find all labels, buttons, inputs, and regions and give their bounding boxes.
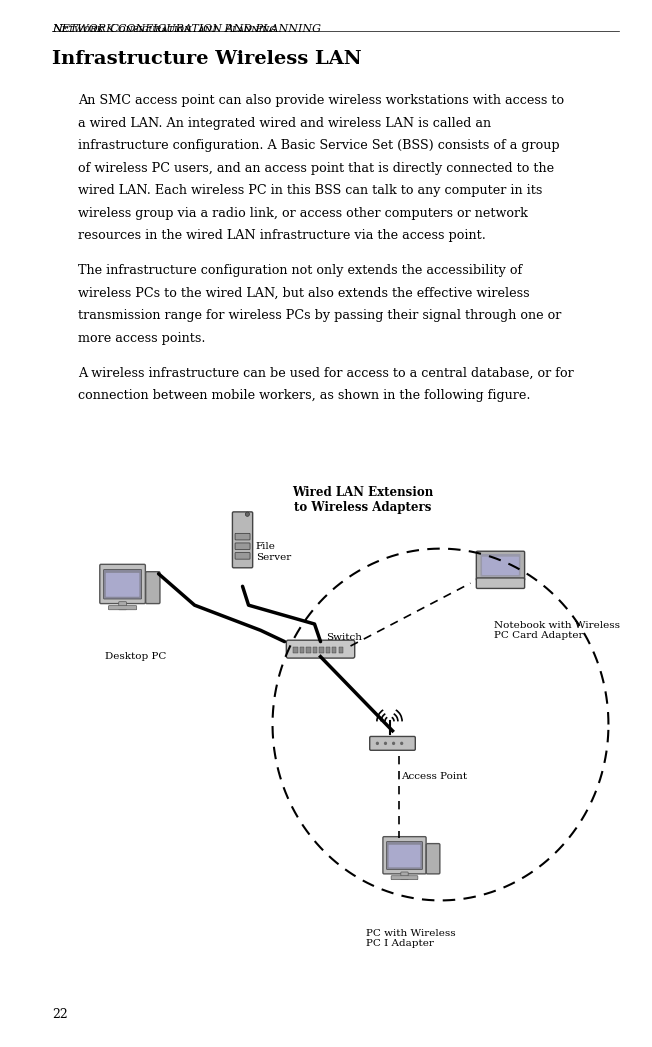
Circle shape [400, 741, 404, 745]
Text: resources in the wired LAN infrastructure via the access point.: resources in the wired LAN infrastructur… [78, 229, 486, 242]
FancyBboxPatch shape [389, 845, 421, 867]
FancyBboxPatch shape [104, 570, 141, 599]
Circle shape [245, 512, 250, 516]
Text: infrastructure configuration. A Basic Service Set (BSS) consists of a group: infrastructure configuration. A Basic Se… [78, 139, 560, 152]
Circle shape [376, 741, 379, 745]
FancyBboxPatch shape [387, 842, 422, 869]
Text: Infrastructure Wireless LAN: Infrastructure Wireless LAN [52, 50, 362, 68]
Text: wireless group via a radio link, or access other computers or network: wireless group via a radio link, or acce… [78, 206, 528, 220]
Text: a wired LAN. An integrated wired and wireless LAN is called an: a wired LAN. An integrated wired and wir… [78, 116, 492, 130]
FancyBboxPatch shape [232, 512, 253, 567]
FancyBboxPatch shape [370, 736, 415, 751]
Text: A wireless infrastructure can be used for access to a central database, or for: A wireless infrastructure can be used fo… [78, 366, 574, 380]
FancyBboxPatch shape [391, 875, 418, 879]
Text: more access points.: more access points. [78, 332, 206, 344]
FancyBboxPatch shape [338, 647, 343, 653]
FancyBboxPatch shape [293, 647, 297, 653]
Text: of wireless PC users, and an access point that is directly connected to the: of wireless PC users, and an access poin… [78, 161, 554, 175]
FancyBboxPatch shape [300, 647, 304, 653]
Text: NETWORK CONFIGURATION AND PLANNING: NETWORK CONFIGURATION AND PLANNING [52, 24, 321, 35]
FancyBboxPatch shape [306, 647, 310, 653]
FancyBboxPatch shape [325, 647, 330, 653]
FancyBboxPatch shape [100, 564, 145, 603]
FancyBboxPatch shape [401, 872, 408, 879]
FancyBboxPatch shape [119, 602, 126, 609]
Text: wired LAN. Each wireless PC in this BSS can talk to any computer in its: wired LAN. Each wireless PC in this BSS … [78, 184, 542, 197]
Circle shape [392, 741, 395, 745]
Text: Desktop PC: Desktop PC [104, 652, 166, 662]
Text: Switch: Switch [327, 633, 363, 643]
FancyBboxPatch shape [313, 647, 317, 653]
FancyBboxPatch shape [332, 647, 336, 653]
FancyBboxPatch shape [383, 837, 426, 874]
FancyBboxPatch shape [235, 533, 250, 540]
Text: File
Server: File Server [256, 542, 291, 562]
Text: transmission range for wireless PCs by passing their signal through one or: transmission range for wireless PCs by p… [78, 309, 561, 322]
Text: The infrastructure configuration not only extends the accessibility of: The infrastructure configuration not onl… [78, 264, 522, 277]
FancyBboxPatch shape [319, 647, 323, 653]
Text: Notebook with Wireless
PC Card Adapter: Notebook with Wireless PC Card Adapter [494, 621, 621, 641]
FancyBboxPatch shape [106, 573, 140, 597]
FancyBboxPatch shape [145, 572, 160, 603]
FancyBboxPatch shape [108, 605, 137, 609]
Text: PC with Wireless
PC I Adapter: PC with Wireless PC I Adapter [366, 929, 455, 949]
FancyBboxPatch shape [477, 578, 525, 588]
Text: connection between mobile workers, as shown in the following figure.: connection between mobile workers, as sh… [78, 389, 531, 402]
FancyBboxPatch shape [477, 551, 525, 580]
Text: Wired LAN Extension
to Wireless Adapters: Wired LAN Extension to Wireless Adapters [292, 486, 433, 514]
Text: Nᴇᴛᴡᴏʀᴋ  Cᴏɴғɪɢᴜʀᴀᴛɪᴏɴ  ᴀɴᴊ  Pʟᴀɴɴɪɴɢ: Nᴇᴛᴡᴏʀᴋ Cᴏɴғɪɢᴜʀᴀᴛɪᴏɴ ᴀɴᴊ Pʟᴀɴɴɪɴɢ [52, 24, 276, 35]
Text: Access Point: Access Point [402, 772, 467, 781]
Text: 22: 22 [52, 1008, 68, 1021]
Text: An SMC access point can also provide wireless workstations with access to: An SMC access point can also provide wir… [78, 94, 565, 107]
Text: wireless PCs to the wired LAN, but also extends the effective wireless: wireless PCs to the wired LAN, but also … [78, 287, 530, 299]
FancyBboxPatch shape [482, 557, 519, 575]
Circle shape [384, 741, 387, 745]
FancyBboxPatch shape [481, 554, 520, 577]
FancyBboxPatch shape [426, 844, 440, 874]
FancyBboxPatch shape [235, 543, 250, 550]
FancyBboxPatch shape [235, 553, 250, 559]
FancyBboxPatch shape [286, 640, 355, 659]
